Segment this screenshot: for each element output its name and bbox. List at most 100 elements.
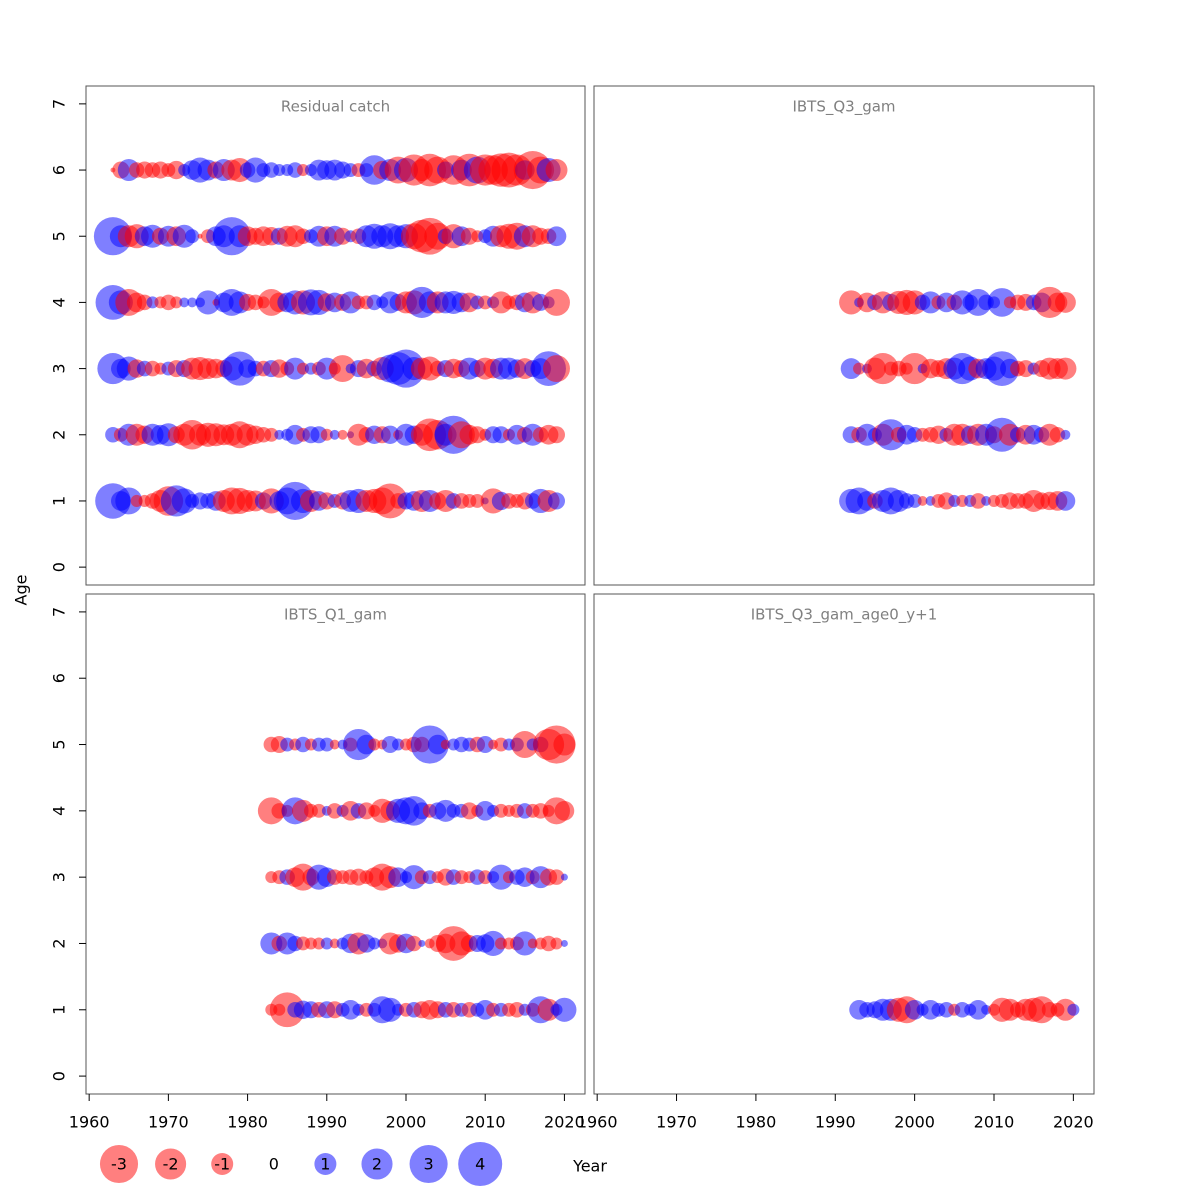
x-tick-label: 1970 bbox=[656, 1113, 697, 1132]
bubble bbox=[853, 362, 866, 375]
legend-label: 1 bbox=[320, 1155, 330, 1174]
bubble bbox=[337, 429, 348, 440]
legend-bubble bbox=[409, 1144, 448, 1184]
y-tick-label: 6 bbox=[50, 673, 69, 683]
panel-title: Residual catch bbox=[281, 98, 390, 116]
y-tick-label: 5 bbox=[50, 231, 69, 241]
y-tick-label: 1 bbox=[50, 496, 69, 506]
x-tick-label: 1980 bbox=[736, 1113, 777, 1132]
bubble bbox=[320, 428, 333, 441]
x-tick-label: 1960 bbox=[69, 1113, 110, 1132]
x-tick-label: 1980 bbox=[227, 1113, 268, 1132]
x-tick-label: 2000 bbox=[386, 1113, 427, 1132]
bubble bbox=[1049, 426, 1066, 443]
legend-bubble bbox=[458, 1142, 503, 1186]
bubble bbox=[187, 297, 198, 308]
y-tick-label: 6 bbox=[50, 165, 69, 175]
bubble bbox=[195, 290, 221, 315]
y-tick-label: 5 bbox=[50, 739, 69, 749]
x-tick-label: 2010 bbox=[465, 1113, 506, 1132]
y-tick-label: 0 bbox=[50, 562, 69, 572]
bubble bbox=[179, 297, 190, 308]
bubble bbox=[543, 355, 570, 383]
bubble bbox=[968, 999, 988, 1020]
bubble bbox=[269, 992, 305, 1028]
y-tick-label: 3 bbox=[50, 872, 69, 882]
y-tick-label: 4 bbox=[50, 806, 69, 816]
bubble bbox=[875, 419, 907, 451]
bubble bbox=[546, 226, 567, 247]
bubble bbox=[552, 997, 577, 1022]
legend-bubble bbox=[155, 1148, 187, 1180]
bubble bbox=[380, 425, 400, 444]
panel-frame bbox=[85, 593, 586, 1095]
bubble bbox=[311, 803, 326, 818]
panel-frame bbox=[85, 85, 586, 586]
bubble bbox=[170, 296, 183, 309]
bubble bbox=[319, 737, 334, 752]
bubble bbox=[560, 873, 568, 881]
y-axis-label: Age bbox=[12, 575, 31, 606]
bubble bbox=[372, 483, 408, 519]
bubble bbox=[329, 739, 340, 750]
panel-title: IBTS_Q3_gam bbox=[792, 98, 895, 117]
bubble bbox=[548, 869, 565, 885]
bubble bbox=[907, 493, 922, 508]
legend-label: 2 bbox=[372, 1155, 382, 1174]
x-tick-label: 2000 bbox=[894, 1113, 935, 1132]
x-tick-label: 2020 bbox=[1053, 1113, 1094, 1132]
bubble bbox=[899, 353, 931, 385]
bubble bbox=[1055, 491, 1076, 511]
legend-bubble bbox=[361, 1148, 393, 1180]
bubble bbox=[867, 353, 899, 385]
bubble bbox=[917, 496, 928, 506]
x-tick-label: 2020 bbox=[544, 1113, 585, 1132]
bubble bbox=[547, 426, 566, 444]
bubble bbox=[512, 931, 537, 956]
bubble bbox=[511, 731, 539, 759]
bubble bbox=[547, 492, 566, 510]
panel-title: IBTS_Q1_gam bbox=[284, 606, 387, 625]
bubble bbox=[839, 290, 864, 315]
bubble bbox=[480, 930, 506, 957]
bubble bbox=[368, 937, 381, 950]
bubble bbox=[970, 493, 986, 509]
bubble bbox=[545, 159, 568, 182]
bubble bbox=[115, 487, 143, 515]
x-tick-label: 1970 bbox=[148, 1113, 189, 1132]
legend-label: 4 bbox=[475, 1155, 485, 1174]
legend-bubble bbox=[211, 1153, 234, 1175]
y-tick-label: 7 bbox=[50, 607, 69, 617]
bubble bbox=[543, 288, 570, 316]
bubble bbox=[560, 939, 568, 947]
y-tick-label: 0 bbox=[50, 1071, 69, 1081]
bubble bbox=[1054, 291, 1076, 313]
y-tick-label: 7 bbox=[50, 99, 69, 109]
y-tick-label: 2 bbox=[50, 938, 69, 948]
bubble bbox=[329, 429, 340, 440]
bubble bbox=[550, 937, 563, 950]
y-tick-label: 4 bbox=[50, 297, 69, 307]
legend-bubble bbox=[314, 1153, 337, 1175]
bubble bbox=[320, 937, 333, 950]
bubble bbox=[406, 935, 422, 952]
legend-label: -1 bbox=[214, 1155, 230, 1174]
bubble bbox=[1054, 357, 1077, 380]
bubble bbox=[264, 427, 279, 442]
bubble bbox=[1060, 429, 1071, 440]
bubble bbox=[476, 736, 494, 754]
bubble bbox=[418, 939, 426, 947]
bubble bbox=[470, 493, 485, 508]
bubble bbox=[329, 355, 357, 383]
legend-label: -2 bbox=[163, 1155, 179, 1174]
panel-title: IBTS_Q3_gam_age0_y+1 bbox=[751, 606, 938, 625]
legend-label: 0 bbox=[269, 1155, 279, 1174]
bubble bbox=[378, 997, 403, 1022]
x-tick-label: 2010 bbox=[974, 1113, 1015, 1132]
bubble bbox=[987, 288, 1017, 317]
x-tick-label: 1990 bbox=[815, 1113, 856, 1132]
bubble bbox=[368, 738, 381, 751]
y-tick-label: 1 bbox=[50, 1005, 69, 1015]
x-tick-label: 1990 bbox=[306, 1113, 347, 1132]
